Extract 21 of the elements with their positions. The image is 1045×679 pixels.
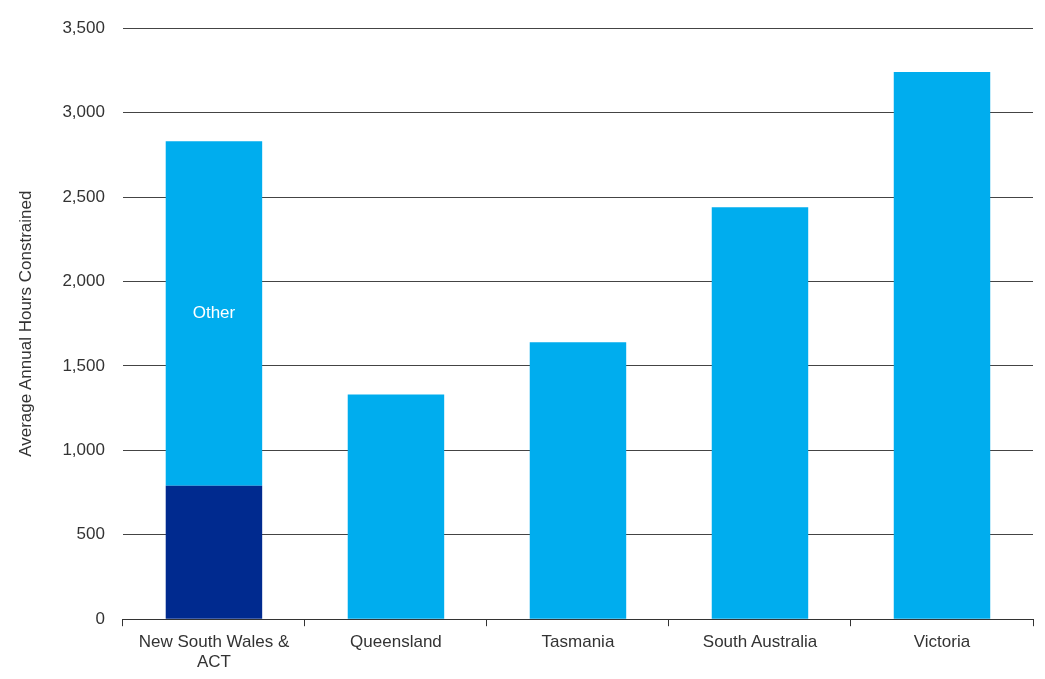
x-tick-label: South Australia <box>702 632 818 652</box>
y-axis-title: Average Annual Hours Constrained <box>15 190 35 457</box>
bar <box>529 342 627 619</box>
bar <box>711 207 809 619</box>
x-tick-label: Victoria <box>913 632 971 652</box>
y-tick-label: 1,500 <box>62 355 105 375</box>
series-label: Other <box>192 303 236 323</box>
y-tick-label: 2,500 <box>62 186 105 206</box>
y-tick-label: 1,000 <box>62 440 105 460</box>
bar <box>893 72 991 619</box>
x-tick-label: New South Wales & ACT <box>138 632 290 672</box>
y-tick-label: 500 <box>76 524 105 544</box>
y-tick-label: 0 <box>95 608 105 628</box>
y-tick-label: 2,000 <box>62 271 105 291</box>
x-tick-label: Tasmania <box>541 632 615 652</box>
y-tick-label: 3,500 <box>62 17 105 37</box>
bar <box>347 394 445 619</box>
y-tick-label: 3,000 <box>62 102 105 122</box>
bar <box>165 485 263 619</box>
bar <box>165 141 263 486</box>
x-tick-label: Queensland <box>350 632 442 652</box>
